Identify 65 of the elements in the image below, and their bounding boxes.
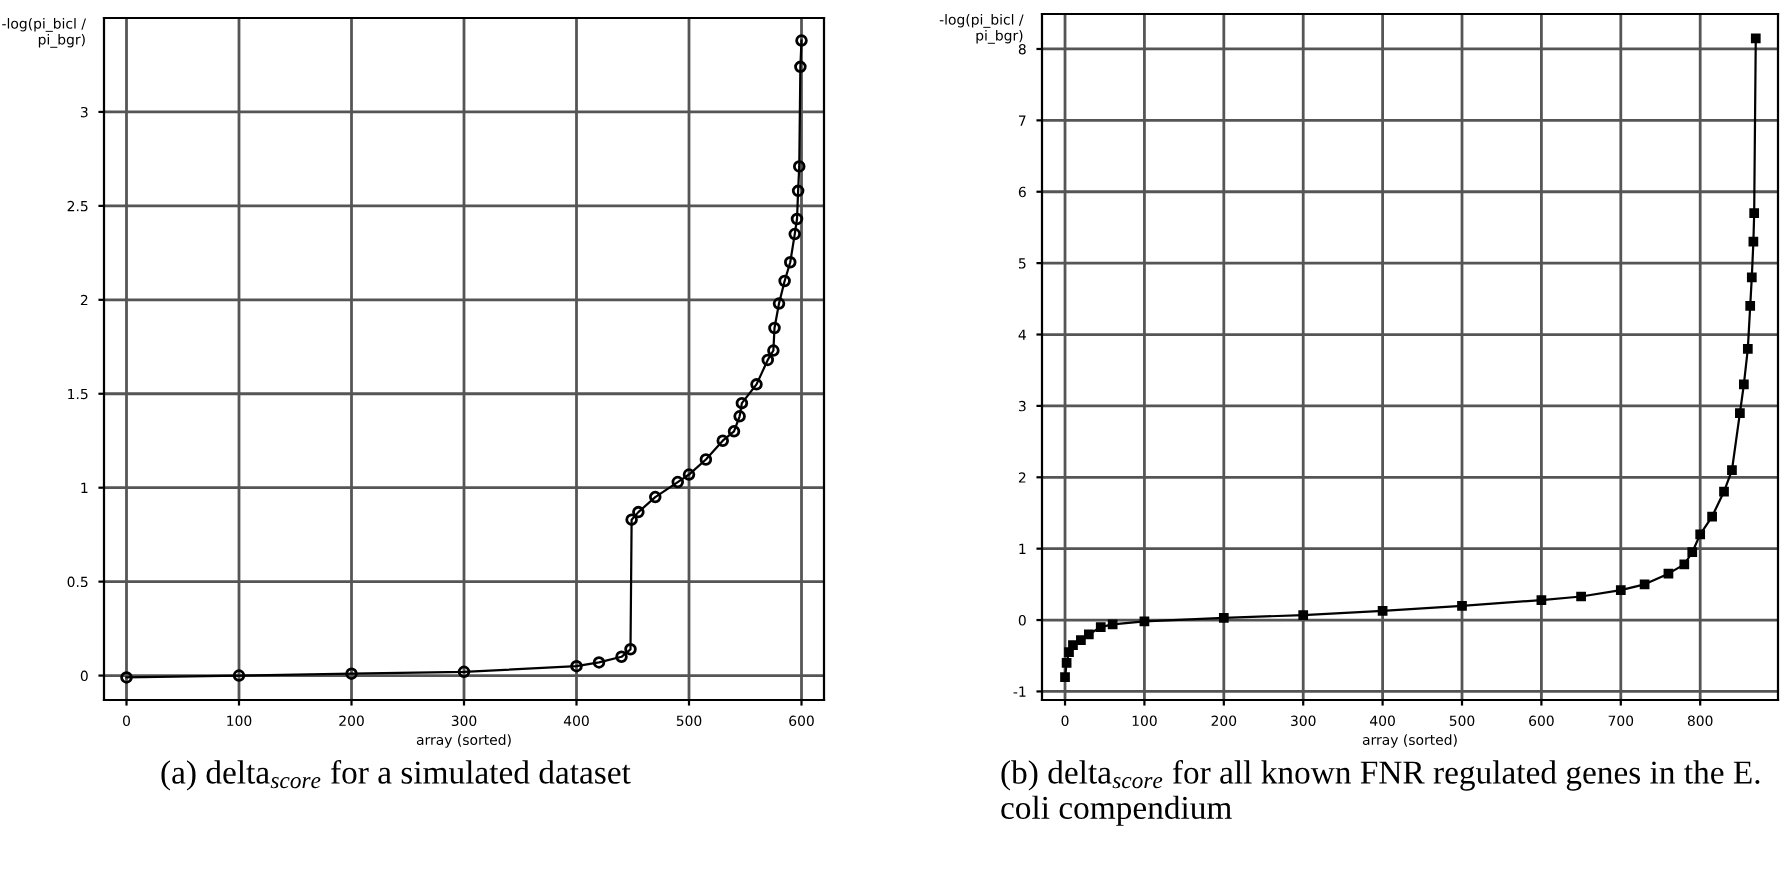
point: [795, 34, 808, 47]
point: [649, 490, 662, 504]
point: [1639, 579, 1650, 590]
point: [788, 227, 801, 241]
point: [1576, 591, 1586, 602]
point: [1687, 547, 1698, 558]
point: [793, 160, 806, 173]
point: [1061, 658, 1072, 668]
point: [1060, 672, 1070, 683]
point: [457, 665, 471, 679]
point: [716, 434, 729, 447]
point: [1615, 585, 1626, 595]
point: [1095, 622, 1106, 633]
point: [625, 513, 638, 526]
text: (b) delta$_{score}$ for all known FNR regulated genes in the E. coli compendium: [1001, 760, 1760, 826]
point: [1083, 629, 1094, 640]
point: [772, 297, 786, 310]
point: [794, 60, 807, 74]
point: [1727, 465, 1737, 476]
point: [1139, 616, 1150, 627]
point: [767, 344, 780, 357]
point: [1739, 379, 1749, 390]
point: [1695, 529, 1706, 540]
point: [624, 643, 637, 656]
point: [1107, 619, 1118, 630]
point: [632, 505, 645, 519]
point: [120, 671, 133, 684]
point: [592, 656, 606, 669]
point: [699, 453, 713, 466]
text: (a) delta$_{score}$ for a simulated dataset: [161, 760, 631, 791]
point: [682, 468, 696, 481]
point: [790, 212, 804, 226]
point: [1457, 600, 1467, 611]
point: [1750, 33, 1761, 44]
point: [570, 659, 583, 673]
point: [1749, 208, 1760, 219]
point: [768, 321, 781, 335]
point: [761, 353, 774, 367]
point: [1679, 559, 1690, 570]
point: [1068, 640, 1078, 650]
point: [1076, 635, 1086, 645]
point: [1707, 511, 1717, 522]
point: [1748, 236, 1759, 247]
point: [1746, 272, 1757, 283]
point: [750, 378, 763, 391]
point: [1298, 610, 1309, 620]
point: [791, 184, 805, 198]
point: [1536, 595, 1547, 605]
point: [1218, 613, 1229, 623]
point: [784, 255, 797, 269]
point: [733, 410, 746, 423]
point: [671, 475, 684, 489]
point: [778, 274, 791, 288]
point: [735, 396, 749, 410]
point: [1742, 343, 1753, 354]
point: [1745, 301, 1756, 311]
point: [1663, 568, 1674, 579]
point: [345, 667, 358, 680]
point: [232, 669, 246, 682]
point: [1064, 647, 1074, 658]
point: [1735, 408, 1745, 418]
point: [1719, 486, 1729, 497]
point: [727, 425, 741, 438]
point: [1377, 605, 1388, 616]
point: [615, 650, 628, 664]
